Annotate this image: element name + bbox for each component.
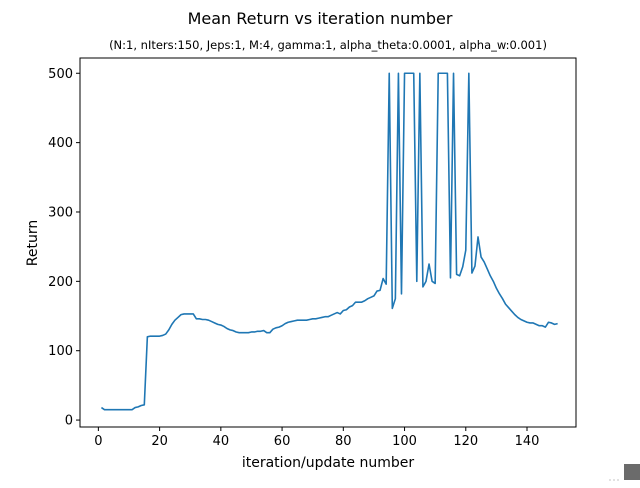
toolbar-hint-icon bbox=[608, 469, 622, 481]
resize-handle-icon[interactable] bbox=[624, 464, 640, 480]
x-tick-label: 20 bbox=[151, 434, 168, 449]
x-tick-label: 60 bbox=[274, 434, 291, 449]
x-tick-label: 40 bbox=[213, 434, 230, 449]
y-tick-label: 100 bbox=[48, 344, 73, 359]
plot-area bbox=[79, 57, 577, 428]
x-tick-label: 140 bbox=[515, 434, 540, 449]
y-axis-ticks: 0 100 200 300 400 500 bbox=[48, 67, 80, 429]
y-tick-label: 0 bbox=[65, 414, 73, 429]
x-tick-label: 100 bbox=[392, 434, 417, 449]
axes-frame bbox=[79, 57, 577, 428]
y-axis-label: Return bbox=[25, 220, 41, 266]
x-tick-label: 80 bbox=[335, 434, 352, 449]
chart-title: Mean Return vs iteration number bbox=[188, 9, 453, 28]
y-tick-label: 200 bbox=[48, 275, 73, 290]
chart-subtitle: (N:1, nIters:150, Jeps:1, M:4, gamma:1, … bbox=[109, 38, 547, 52]
y-tick-label: 400 bbox=[48, 136, 73, 151]
series-line-mean-return bbox=[100, 72, 558, 411]
x-tick-label: 120 bbox=[453, 434, 478, 449]
x-axis-label: iteration/update number bbox=[242, 455, 415, 471]
y-tick-label: 300 bbox=[48, 205, 73, 220]
y-tick-label: 500 bbox=[48, 67, 73, 82]
x-tick-label: 0 bbox=[94, 434, 102, 449]
x-axis-ticks: 0 20 40 60 80 100 120 140 bbox=[94, 427, 539, 449]
